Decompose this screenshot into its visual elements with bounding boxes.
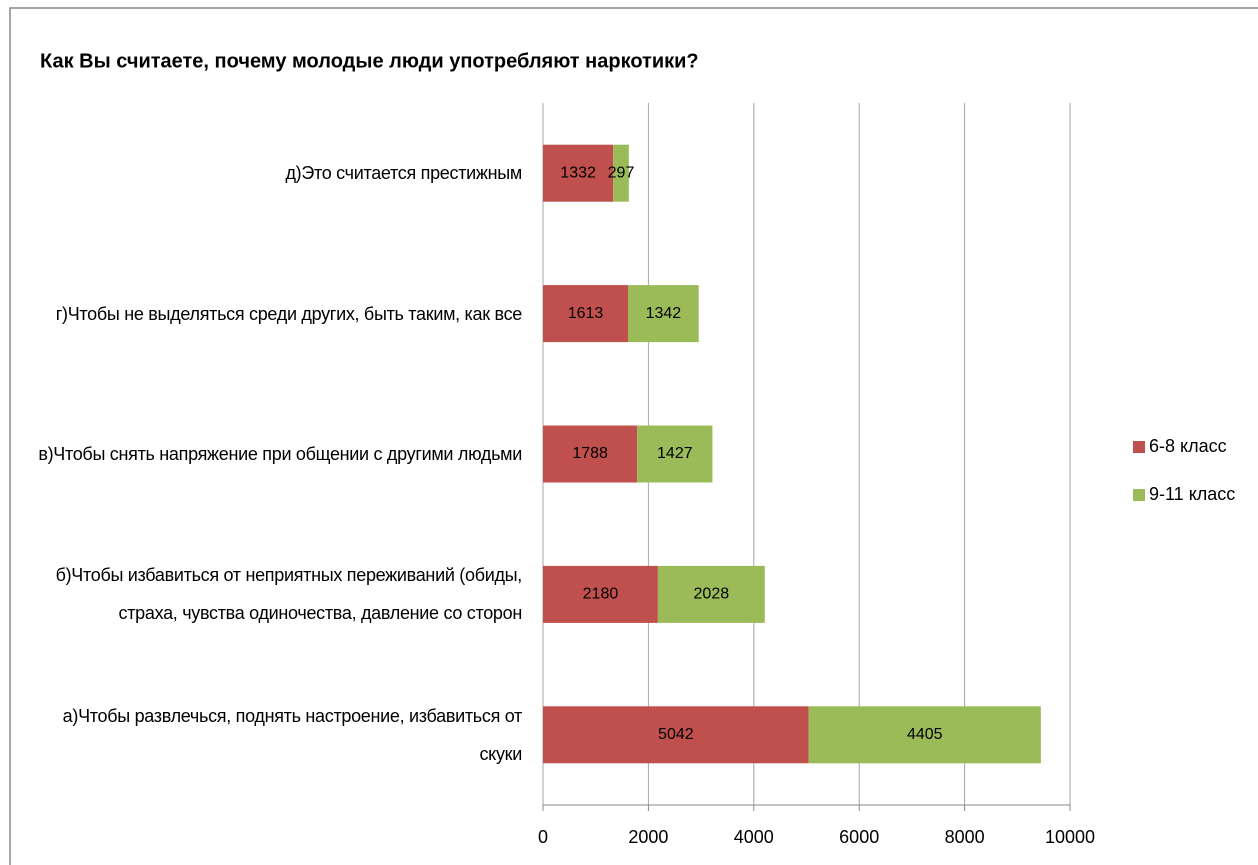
chart-frame bbox=[9, 7, 1258, 865]
x-tick-label: 6000 bbox=[839, 827, 879, 847]
x-tick-label: 2000 bbox=[628, 827, 668, 847]
data-label: 2028 bbox=[694, 586, 730, 603]
y-tick-label: г)Чтобы не выделяться среди других, быть… bbox=[55, 303, 523, 324]
bar-segment bbox=[543, 285, 629, 343]
y-tick-label: в)Чтобы снять напряжение при общении с д… bbox=[38, 444, 522, 464]
x-tick-label: 8000 bbox=[945, 827, 985, 847]
data-label: 1613 bbox=[568, 305, 604, 322]
bar-segment bbox=[543, 706, 809, 764]
data-label: 1342 bbox=[646, 305, 682, 322]
data-label: 5042 bbox=[658, 726, 694, 743]
bar-segment bbox=[637, 425, 713, 483]
chart-title: Как Вы считаете, почему молодые люди упо… bbox=[40, 50, 699, 72]
data-label: 2180 bbox=[583, 586, 619, 603]
bar-segment bbox=[628, 285, 699, 343]
legend-swatch bbox=[1133, 441, 1145, 453]
legend-label: 6-8 класс bbox=[1149, 436, 1227, 456]
x-tick-label: 0 bbox=[538, 827, 548, 847]
data-label: 1427 bbox=[657, 445, 693, 462]
x-tick-label: 10000 bbox=[1045, 827, 1095, 847]
bar-segment bbox=[613, 144, 629, 202]
y-tick-label: а)Чтобы развлечься, поднять настроение, … bbox=[62, 705, 523, 764]
legend-label: 9-11 класс bbox=[1149, 484, 1235, 504]
y-tick-label: д)Это считается престижным bbox=[285, 163, 522, 184]
x-tick-label: 4000 bbox=[734, 827, 774, 847]
data-label: 1332 bbox=[560, 164, 596, 181]
bar-segment bbox=[808, 706, 1041, 764]
bar-segment bbox=[657, 565, 765, 623]
data-label: 1788 bbox=[572, 445, 608, 462]
data-label: 4405 bbox=[907, 726, 943, 743]
bar-segment bbox=[543, 425, 638, 483]
legend-swatch bbox=[1133, 489, 1145, 501]
bar-segment bbox=[543, 144, 614, 202]
bar-segment bbox=[543, 565, 658, 623]
y-tick-label: б)Чтобы избавиться от неприятных пережив… bbox=[55, 565, 523, 624]
data-label: 297 bbox=[608, 164, 635, 181]
